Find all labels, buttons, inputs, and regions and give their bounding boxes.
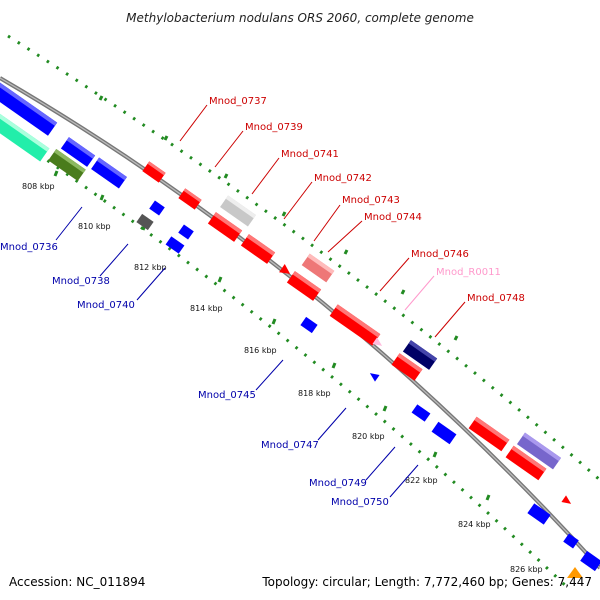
gene-feature[interactable] xyxy=(300,316,318,334)
gene-feature[interactable] xyxy=(178,188,202,210)
gene-feature[interactable] xyxy=(279,264,293,278)
tick-label: 824 kbp xyxy=(458,520,491,529)
gene-labels-forward: Mnod_0737 Mnod_0739 Mnod_0741 Mnod_0742 … xyxy=(209,96,525,304)
gene-label[interactable]: Mnod_0737 xyxy=(209,96,267,107)
gene-label[interactable]: Mnod_0741 xyxy=(281,149,339,160)
gene-feature[interactable] xyxy=(91,157,127,189)
gene-feature[interactable] xyxy=(411,404,431,422)
gene-label[interactable]: Mnod_0742 xyxy=(314,173,372,184)
gene-feature[interactable] xyxy=(391,353,423,381)
tick-label: 816 kbp xyxy=(244,346,277,355)
gc-tracks xyxy=(0,34,600,592)
gene-feature[interactable] xyxy=(165,236,185,254)
label-leaders-forward xyxy=(179,104,466,338)
tick-label: 812 kbp xyxy=(134,263,167,272)
gene-feature[interactable] xyxy=(60,137,96,167)
gene-feature[interactable] xyxy=(0,82,58,136)
gene-feature[interactable] xyxy=(240,234,276,264)
tick-label: 810 kbp xyxy=(78,222,111,231)
gene-label[interactable]: Mnod_0745 xyxy=(198,390,256,401)
tick-labels: 808 kbp 810 kbp 812 kbp 814 kbp 816 kbp … xyxy=(22,182,543,574)
accession-label: Accession: NC_011894 xyxy=(9,575,145,589)
gene-feature[interactable] xyxy=(0,102,50,162)
gene-feature[interactable] xyxy=(136,213,154,231)
label-leaders-reverse xyxy=(55,206,419,498)
gene-label[interactable]: Mnod_0743 xyxy=(342,195,400,206)
gene-feature[interactable] xyxy=(178,224,194,240)
gene-feature[interactable] xyxy=(48,148,86,182)
gene-feature[interactable] xyxy=(468,416,510,452)
gene-feature[interactable] xyxy=(368,370,380,382)
gene-feature[interactable] xyxy=(516,432,562,470)
tick-label: 822 kbp xyxy=(405,476,438,485)
tick-label: 808 kbp xyxy=(22,182,55,191)
gene-label[interactable]: Mnod_0749 xyxy=(309,478,367,489)
gene-feature[interactable] xyxy=(561,495,573,507)
gene-feature[interactable] xyxy=(563,533,579,549)
gc-track-outer xyxy=(7,34,600,482)
gene-label[interactable]: Mnod_0750 xyxy=(331,497,389,508)
gene-label[interactable]: Mnod_0747 xyxy=(261,440,319,451)
gene-label[interactable]: Mnod_0748 xyxy=(467,293,525,304)
gene-feature[interactable] xyxy=(149,200,165,216)
gene-label[interactable]: Mnod_0740 xyxy=(77,300,135,311)
gene-label[interactable]: Mnod_0738 xyxy=(52,276,110,287)
gene-feature[interactable] xyxy=(505,445,547,481)
tick-label: 820 kbp xyxy=(352,432,385,441)
gene-feature[interactable] xyxy=(402,340,438,370)
gene-label[interactable]: Mnod_0736 xyxy=(0,242,58,253)
gene-feature[interactable] xyxy=(431,421,457,445)
gc-track-inner xyxy=(0,126,572,592)
gene-feature[interactable] xyxy=(372,337,384,349)
gene-label[interactable]: Mnod_0746 xyxy=(411,249,469,260)
gene-label[interactable]: Mnod_R0011 xyxy=(436,267,501,278)
gene-feature[interactable] xyxy=(567,567,583,578)
tick-label: 814 kbp xyxy=(190,304,223,313)
gene-feature[interactable] xyxy=(527,503,551,525)
tick-marks-outer xyxy=(98,95,459,341)
map-title: Methylobacterium nodulans ORS 2060, comp… xyxy=(126,11,474,25)
gene-label[interactable]: Mnod_0739 xyxy=(245,122,303,133)
gene-feature[interactable] xyxy=(329,304,381,346)
gene-feature[interactable] xyxy=(580,550,600,572)
topology-label: Topology: circular; Length: 7,772,460 bp… xyxy=(261,575,592,589)
gene-feature[interactable] xyxy=(207,212,243,242)
tick-label: 826 kbp xyxy=(510,565,543,574)
gene-feature[interactable] xyxy=(286,271,322,301)
gene-labels-reverse: Mnod_0736 Mnod_0738 Mnod_0740 Mnod_0745 … xyxy=(0,242,389,508)
tick-label: 818 kbp xyxy=(298,389,331,398)
gene-label[interactable]: Mnod_0744 xyxy=(364,212,422,223)
gene-feature[interactable] xyxy=(220,195,256,227)
gene-feature[interactable] xyxy=(142,161,166,183)
gene-features xyxy=(0,82,600,578)
gene-feature[interactable] xyxy=(301,253,335,283)
